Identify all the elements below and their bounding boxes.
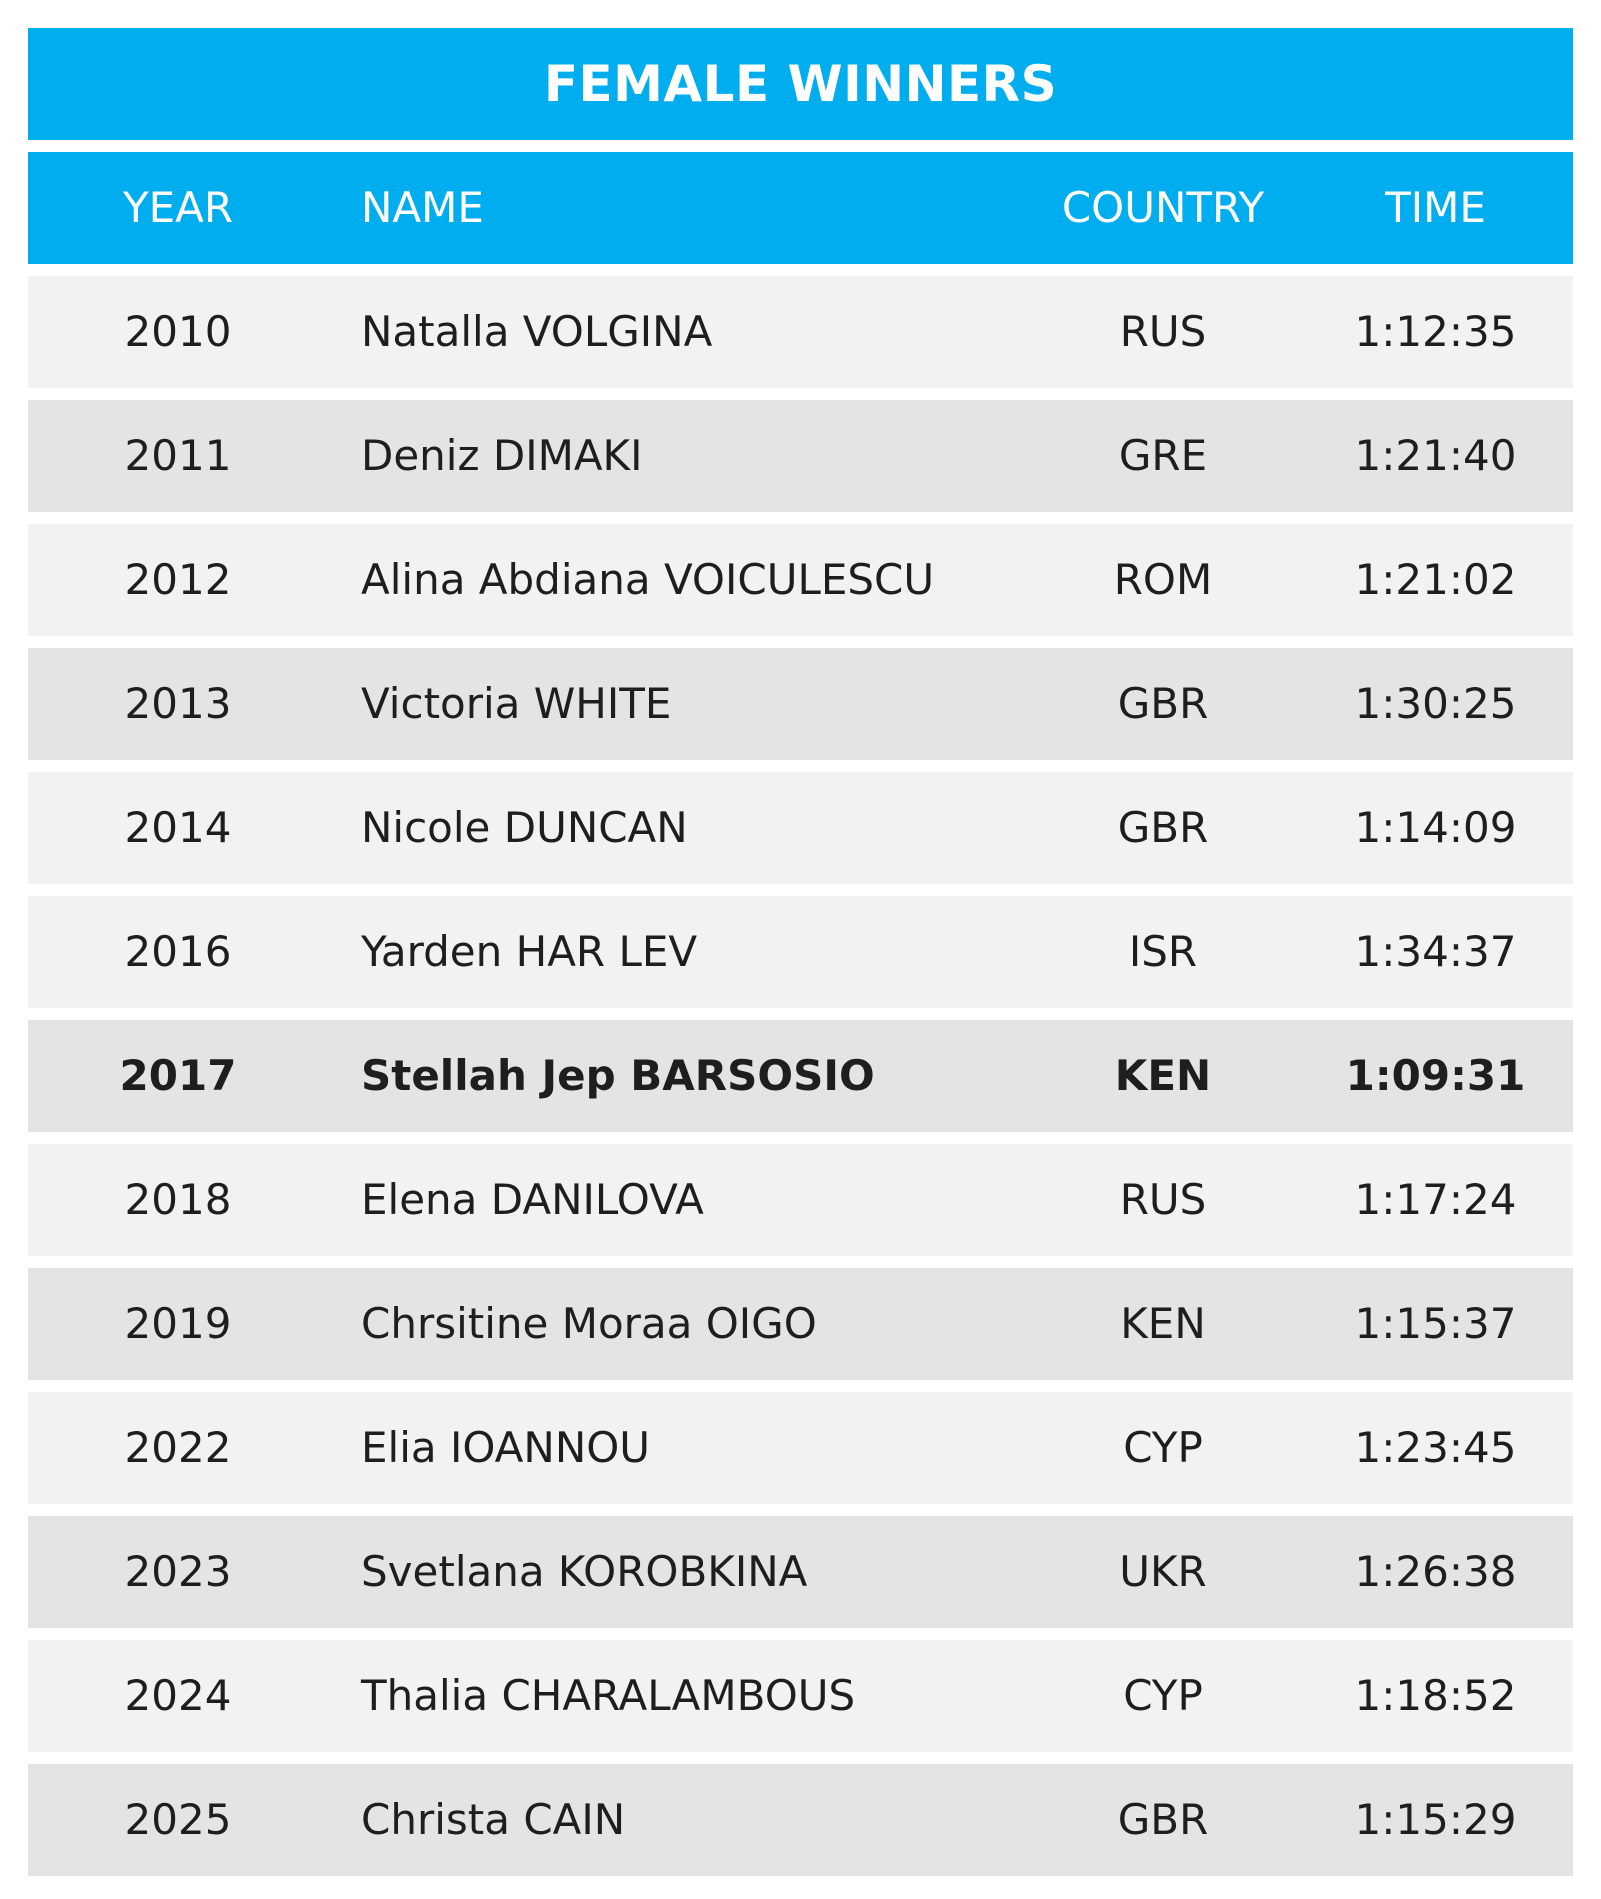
table-row: 2016 Yarden HAR LEV ISR 1:34:37 <box>28 896 1573 1008</box>
table-row: 2013 Victoria WHITE GBR 1:30:25 <box>28 648 1573 760</box>
cell-time: 1:30:25 <box>1354 679 1517 728</box>
cell-name: Svetlana KOROBKINA <box>361 1547 808 1596</box>
table-row-highlighted: 2017 Stellah Jep BARSOSIO KEN 1:09:31 <box>28 1020 1573 1132</box>
table-title: FEMALE WINNERS <box>28 28 1573 140</box>
cell-year: 2024 <box>124 1671 232 1720</box>
cell-name: Chrsitine Moraa OIGO <box>361 1299 817 1348</box>
cell-year: 2011 <box>124 431 232 480</box>
cell-country: KEN <box>1120 1299 1206 1348</box>
cell-time: 1:26:38 <box>1354 1547 1517 1596</box>
cell-time: 1:34:37 <box>1354 927 1517 976</box>
cell-year: 2012 <box>124 555 232 604</box>
cell-year: 2013 <box>124 679 232 728</box>
cell-year: 2018 <box>124 1175 232 1224</box>
cell-year: 2016 <box>124 927 232 976</box>
cell-country: GBR <box>1117 803 1209 852</box>
table-header-row: YEAR NAME COUNTRY TIME <box>28 152 1573 264</box>
cell-country: UKR <box>1119 1547 1207 1596</box>
cell-country: GBR <box>1117 1795 1209 1844</box>
cell-year: 2022 <box>124 1423 232 1472</box>
table-row: 2024 Thalia CHARALAMBOUS CYP 1:18:52 <box>28 1640 1573 1752</box>
cell-time: 1:12:35 <box>1354 307 1517 356</box>
table-row: 2010 Natalla VOLGINA RUS 1:12:35 <box>28 276 1573 388</box>
cell-time: 1:18:52 <box>1354 1671 1517 1720</box>
cell-time: 1:23:45 <box>1354 1423 1517 1472</box>
cell-name: Victoria WHITE <box>361 679 672 728</box>
cell-country: ROM <box>1113 555 1213 604</box>
cell-name: Alina Abdiana VOICULESCU <box>361 555 935 604</box>
table-row: 2025 Christa CAIN GBR 1:15:29 <box>28 1764 1573 1876</box>
column-header-country: COUNTRY <box>1061 183 1265 232</box>
table-row: 2019 Chrsitine Moraa OIGO KEN 1:15:37 <box>28 1268 1573 1380</box>
cell-country: RUS <box>1119 1175 1207 1224</box>
cell-year: 2017 <box>119 1051 237 1100</box>
cell-country: RUS <box>1119 307 1207 356</box>
cell-year: 2010 <box>124 307 232 356</box>
cell-country: KEN <box>1114 1051 1212 1100</box>
cell-name: Yarden HAR LEV <box>361 927 698 976</box>
table-row: 2014 Nicole DUNCAN GBR 1:14:09 <box>28 772 1573 884</box>
cell-time: 1:14:09 <box>1354 803 1517 852</box>
cell-country: ISR <box>1128 927 1198 976</box>
cell-name: Christa CAIN <box>361 1795 626 1844</box>
column-header-name: NAME <box>361 183 484 232</box>
cell-name: Natalla VOLGINA <box>361 307 713 356</box>
cell-country: CYP <box>1123 1423 1203 1472</box>
cell-name: Thalia CHARALAMBOUS <box>361 1671 856 1720</box>
cell-time: 1:21:40 <box>1354 431 1517 480</box>
table-row: 2023 Svetlana KOROBKINA UKR 1:26:38 <box>28 1516 1573 1628</box>
table-row: 2011 Deniz DIMAKI GRE 1:21:40 <box>28 400 1573 512</box>
cell-name: Elena DANILOVA <box>361 1175 704 1224</box>
cell-name: Stellah Jep BARSOSIO <box>361 1051 875 1100</box>
cell-country: GBR <box>1117 679 1209 728</box>
cell-year: 2025 <box>124 1795 232 1844</box>
cell-name: Deniz DIMAKI <box>361 431 643 480</box>
column-header-year: YEAR <box>122 183 234 232</box>
cell-time: 1:17:24 <box>1354 1175 1517 1224</box>
cell-year: 2023 <box>124 1547 232 1596</box>
cell-year: 2019 <box>124 1299 232 1348</box>
cell-year: 2014 <box>124 803 232 852</box>
cell-time: 1:21:02 <box>1354 555 1517 604</box>
cell-time: 1:15:29 <box>1354 1795 1517 1844</box>
table-row: 2022 Elia IOANNOU CYP 1:23:45 <box>28 1392 1573 1504</box>
table-row: 2012 Alina Abdiana VOICULESCU ROM 1:21:0… <box>28 524 1573 636</box>
cell-country: CYP <box>1123 1671 1203 1720</box>
cell-name: Nicole DUNCAN <box>361 803 688 852</box>
cell-time: 1:15:37 <box>1354 1299 1517 1348</box>
cell-country: GRE <box>1118 431 1208 480</box>
table-row: 2018 Elena DANILOVA RUS 1:17:24 <box>28 1144 1573 1256</box>
cell-time: 1:09:31 <box>1345 1051 1526 1100</box>
column-header-time: TIME <box>1385 183 1486 232</box>
cell-name: Elia IOANNOU <box>361 1423 651 1472</box>
winners-table: FEMALE WINNERS YEAR NAME COUNTRY TIME 20… <box>28 28 1573 1876</box>
